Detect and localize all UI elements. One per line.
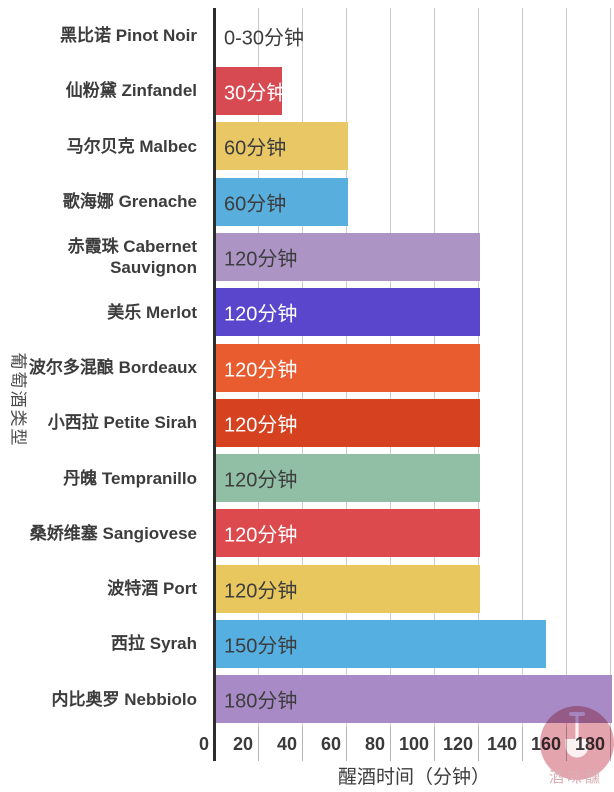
tick-label-0: 0 — [198, 734, 209, 754]
bar — [216, 564, 480, 613]
bar-area: 60分钟 — [216, 174, 614, 229]
category-label: 黑比诺 Pinot Noir — [60, 26, 197, 46]
y-axis-line — [212, 8, 216, 761]
category-label: 内比奥罗 Nebbiolo — [51, 689, 197, 709]
bar-rows: 黑比诺 Pinot Noir 0-30分钟 仙粉黛 Zinfandel 30分钟… — [0, 8, 614, 727]
x-axis-label: 醒酒时间（分钟） — [337, 767, 490, 788]
tick-label-40: 40 — [276, 734, 297, 754]
tick-label-180: 180 — [574, 734, 605, 754]
bar — [216, 620, 546, 669]
tick-40 — [302, 727, 303, 761]
bar-value-label: 120分钟 — [224, 524, 298, 547]
tick-label-120: 120 — [442, 734, 473, 754]
chart-row: 小西拉 Petite Sirah 120分钟 — [0, 395, 614, 450]
tick-80 — [390, 727, 391, 761]
bar-area: 150分钟 — [216, 616, 614, 671]
tick-100 — [434, 727, 435, 761]
chart-row: 桑娇维塞 Sangiovese 120分钟 — [0, 506, 614, 561]
bar-value-label: 120分钟 — [224, 414, 298, 437]
bar-value-label: 120分钟 — [224, 248, 298, 271]
category-label: 歌海娜 Grenache — [62, 191, 197, 211]
chart-row: 丹魄 Tempranillo 120分钟 — [0, 451, 614, 506]
gridline-140 — [522, 8, 523, 727]
bar-area: 60分钟 — [216, 119, 614, 174]
tick-20 — [258, 727, 259, 761]
bar-area: 120分钟 — [216, 506, 614, 561]
tick-label-140: 140 — [486, 734, 517, 754]
chart-row: 黑比诺 Pinot Noir 0-30分钟 — [0, 8, 614, 63]
tick-120 — [478, 727, 479, 761]
gridline-180 — [610, 8, 611, 727]
bar — [216, 454, 480, 503]
category-label: 西拉 Syrah — [111, 634, 197, 654]
bar-area: 120分钟 — [216, 340, 614, 395]
chart-row: 内比奥罗 Nebbiolo 180分钟 — [0, 672, 614, 727]
bar-area: 120分钟 — [216, 451, 614, 506]
tick-180 — [610, 727, 611, 761]
bar-value-label: 120分钟 — [224, 303, 298, 326]
category-label: 仙粉黛 Zinfandel — [65, 81, 197, 101]
category-label: 美乐 Merlot — [107, 302, 197, 322]
bar — [216, 122, 348, 171]
bar-value-label: 30分钟 — [224, 82, 287, 105]
category-label: 马尔贝克 Malbec — [66, 136, 197, 156]
bar — [216, 343, 480, 392]
gridline-160 — [566, 8, 567, 727]
tick-label-100: 100 — [398, 734, 429, 754]
bar — [216, 66, 282, 115]
category-label: 丹魄 Tempranillo — [63, 468, 197, 488]
tick-label-60: 60 — [320, 734, 341, 754]
bar-area: 30分钟 — [216, 63, 614, 118]
chart-row: 美乐 Merlot 120分钟 — [0, 285, 614, 340]
tick-label-80: 80 — [364, 734, 385, 754]
bar-area: 120分钟 — [216, 229, 614, 284]
chart-row: 波特酒 Port 120分钟 — [0, 561, 614, 616]
bar-value-label: 60分钟 — [224, 193, 287, 216]
bar — [216, 288, 480, 337]
bar — [216, 398, 480, 447]
tick-label-20: 20 — [232, 734, 253, 754]
chart-row: 仙粉黛 Zinfandel 30分钟 — [0, 63, 614, 118]
chart-row: 马尔贝克 Malbec 60分钟 — [0, 119, 614, 174]
bar — [216, 232, 480, 281]
chart-row: 西拉 Syrah 150分钟 — [0, 616, 614, 671]
bar-area: 180分钟 — [216, 672, 614, 727]
bar-area: 120分钟 — [216, 395, 614, 450]
category-label: 波尔多混酿 Bordeaux — [28, 357, 197, 377]
category-label: 赤霞珠 Cabernet Sauvignon — [67, 236, 197, 277]
bar — [216, 177, 348, 226]
bar-value-label: 60分钟 — [224, 137, 287, 160]
category-label: 波特酒 Port — [107, 579, 197, 599]
bar-area: 0-30分钟 — [216, 8, 614, 63]
bar-area: 120分钟 — [216, 285, 614, 340]
bar-area: 120分钟 — [216, 561, 614, 616]
tick-60 — [346, 727, 347, 761]
category-label: 小西拉 Petite Sirah — [47, 413, 197, 433]
bar-value-label: 120分钟 — [224, 469, 298, 492]
bar-value-label: 120分钟 — [224, 580, 298, 603]
bar-value-label: 120分钟 — [224, 359, 298, 382]
category-label: 桑娇维塞 Sangiovese — [29, 523, 197, 543]
bar-value-label: 180分钟 — [224, 690, 298, 713]
chart-row: 波尔多混酿 Bordeaux 120分钟 — [0, 340, 614, 395]
bar-value-label: 0-30分钟 — [224, 27, 305, 50]
tick-140 — [522, 727, 523, 761]
bar-value-label: 150分钟 — [224, 635, 298, 658]
chart-row: 歌海娜 Grenache 60分钟 — [0, 174, 614, 229]
chart-row: 赤霞珠 Cabernet Sauvignon 120分钟 — [0, 229, 614, 284]
bar — [216, 509, 480, 558]
